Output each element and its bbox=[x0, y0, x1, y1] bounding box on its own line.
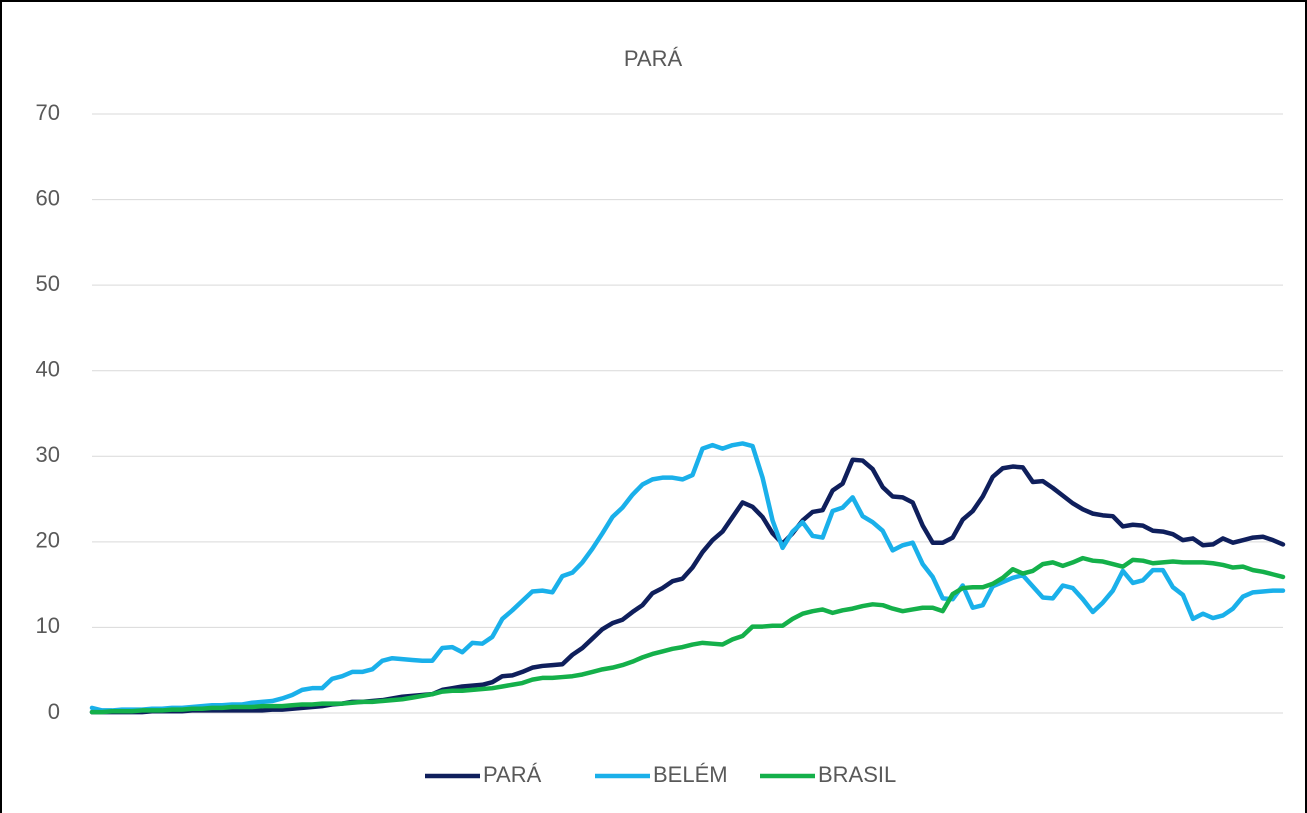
y-tick-label: 20 bbox=[36, 528, 60, 553]
y-tick-label: 0 bbox=[48, 699, 60, 724]
y-tick-label: 50 bbox=[36, 271, 60, 296]
y-tick-label: 70 bbox=[36, 100, 60, 125]
legend-label: BELÉM bbox=[653, 762, 728, 787]
legend-label: BRASIL bbox=[818, 762, 896, 787]
data-line bbox=[89, 441, 1286, 713]
y-tick-label: 60 bbox=[36, 185, 60, 210]
data-line bbox=[89, 457, 1286, 715]
data-line bbox=[89, 555, 1286, 715]
legend-label: PARÁ bbox=[483, 762, 542, 787]
chart-title: PARÁ bbox=[624, 46, 683, 71]
y-tick-label: 10 bbox=[36, 613, 60, 638]
y-tick-label: 40 bbox=[36, 357, 60, 382]
y-tick-label: 30 bbox=[36, 442, 60, 467]
